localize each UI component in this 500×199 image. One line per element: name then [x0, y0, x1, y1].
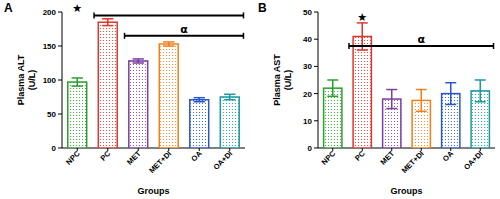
error-bar — [475, 80, 486, 102]
error-bar — [416, 90, 427, 112]
y-tick — [58, 114, 62, 115]
y-tick — [314, 148, 318, 149]
error-bar — [72, 78, 83, 86]
error-bar — [224, 94, 235, 99]
significance-mark: ★ — [72, 2, 82, 15]
significance-mark: α — [417, 33, 425, 46]
bar — [68, 82, 87, 148]
significance-cap — [348, 43, 350, 49]
panel: A Plasma ALT(U/L) 0 50 100 150 200 NPC PC METMET+… — [4, 1, 245, 196]
error-bar — [194, 98, 205, 102]
x-tick — [480, 148, 481, 151]
significance-cap — [93, 12, 95, 18]
x-tick-label: PC — [98, 149, 112, 163]
y-tick-label: 100 — [43, 76, 57, 85]
y-axis — [318, 12, 319, 148]
y-axis-label: Plasma ALT(U/L) — [16, 54, 37, 105]
significance-cap — [243, 33, 245, 39]
bar — [353, 36, 371, 148]
x-tick — [229, 148, 230, 151]
y-tick — [314, 12, 318, 13]
x-tick-label: MET — [125, 149, 143, 167]
x-tick — [450, 148, 451, 151]
bar — [98, 22, 117, 148]
y-tick-label: 10 — [303, 117, 312, 126]
y-tick — [58, 80, 62, 81]
x-tick-label: NPC — [320, 149, 338, 167]
y-tick-label: 150 — [43, 42, 57, 51]
x-tick-label: MET+DI — [400, 149, 426, 175]
y-tick-label: 40 — [303, 35, 312, 44]
y-tick-label: 0 — [52, 144, 57, 153]
x-tick-label: OA — [441, 149, 456, 164]
bar — [159, 44, 178, 148]
x-axis — [318, 148, 495, 149]
x-axis-label: Groups — [137, 186, 169, 196]
bar — [129, 61, 148, 148]
error-bar — [133, 59, 144, 63]
panel: B Plasma AST(U/L) 0 10 20 30 40 50 NPC PC METMET+D… — [258, 1, 495, 196]
y-tick-label: 0 — [308, 144, 313, 153]
error-bar — [102, 19, 113, 26]
significance-line — [94, 14, 243, 16]
error-bar — [386, 90, 397, 109]
significance-mark: α — [180, 23, 188, 36]
x-tick-label: MET — [379, 149, 397, 167]
x-tick-label: OA — [189, 149, 204, 164]
bar — [220, 97, 239, 148]
y-tick — [314, 39, 318, 40]
x-tick — [138, 148, 139, 151]
panel-title: A — [4, 1, 13, 15]
y-tick — [58, 46, 62, 47]
x-tick — [77, 148, 78, 151]
y-tick-label: 200 — [43, 8, 57, 17]
y-tick-label: 50 — [47, 110, 56, 119]
y-tick — [58, 148, 62, 149]
error-bar — [163, 42, 174, 46]
x-tick-label: NPC — [64, 149, 82, 167]
x-tick-label: MET+DI — [147, 149, 173, 175]
significance-cap — [124, 33, 126, 39]
x-tick — [199, 148, 200, 151]
error-bar — [445, 83, 456, 105]
x-tick-label: OA+DI — [211, 149, 234, 172]
x-tick-label: OA+DI — [462, 149, 485, 172]
bars — [68, 19, 239, 148]
y-tick — [314, 66, 318, 67]
x-tick-label: PC — [353, 149, 367, 163]
bar — [324, 88, 342, 148]
x-tick — [107, 148, 108, 151]
error-bar — [327, 80, 338, 96]
x-tick — [362, 148, 363, 151]
y-tick — [314, 120, 318, 121]
panel-title: B — [258, 1, 267, 15]
figure: APlasma ALT(U/L)050100150200NPCPCMETMET+… — [0, 0, 500, 199]
bar — [190, 100, 209, 148]
x-tick — [421, 148, 422, 151]
significance-mark: ★ — [357, 11, 367, 24]
bars — [324, 23, 490, 148]
y-tick-label: 50 — [303, 8, 312, 17]
y-tick-label: 30 — [303, 62, 312, 71]
x-tick — [332, 148, 333, 151]
y-tick-label: 20 — [303, 90, 312, 99]
x-axis — [62, 148, 245, 149]
y-axis-label: Plasma AST(U/L) — [272, 54, 293, 106]
significance-cap — [493, 43, 495, 49]
x-tick — [391, 148, 392, 151]
x-axis-label: Groups — [390, 186, 422, 196]
x-tick — [168, 148, 169, 151]
significance-cap — [243, 12, 245, 18]
y-tick — [58, 12, 62, 13]
y-tick — [314, 93, 318, 94]
